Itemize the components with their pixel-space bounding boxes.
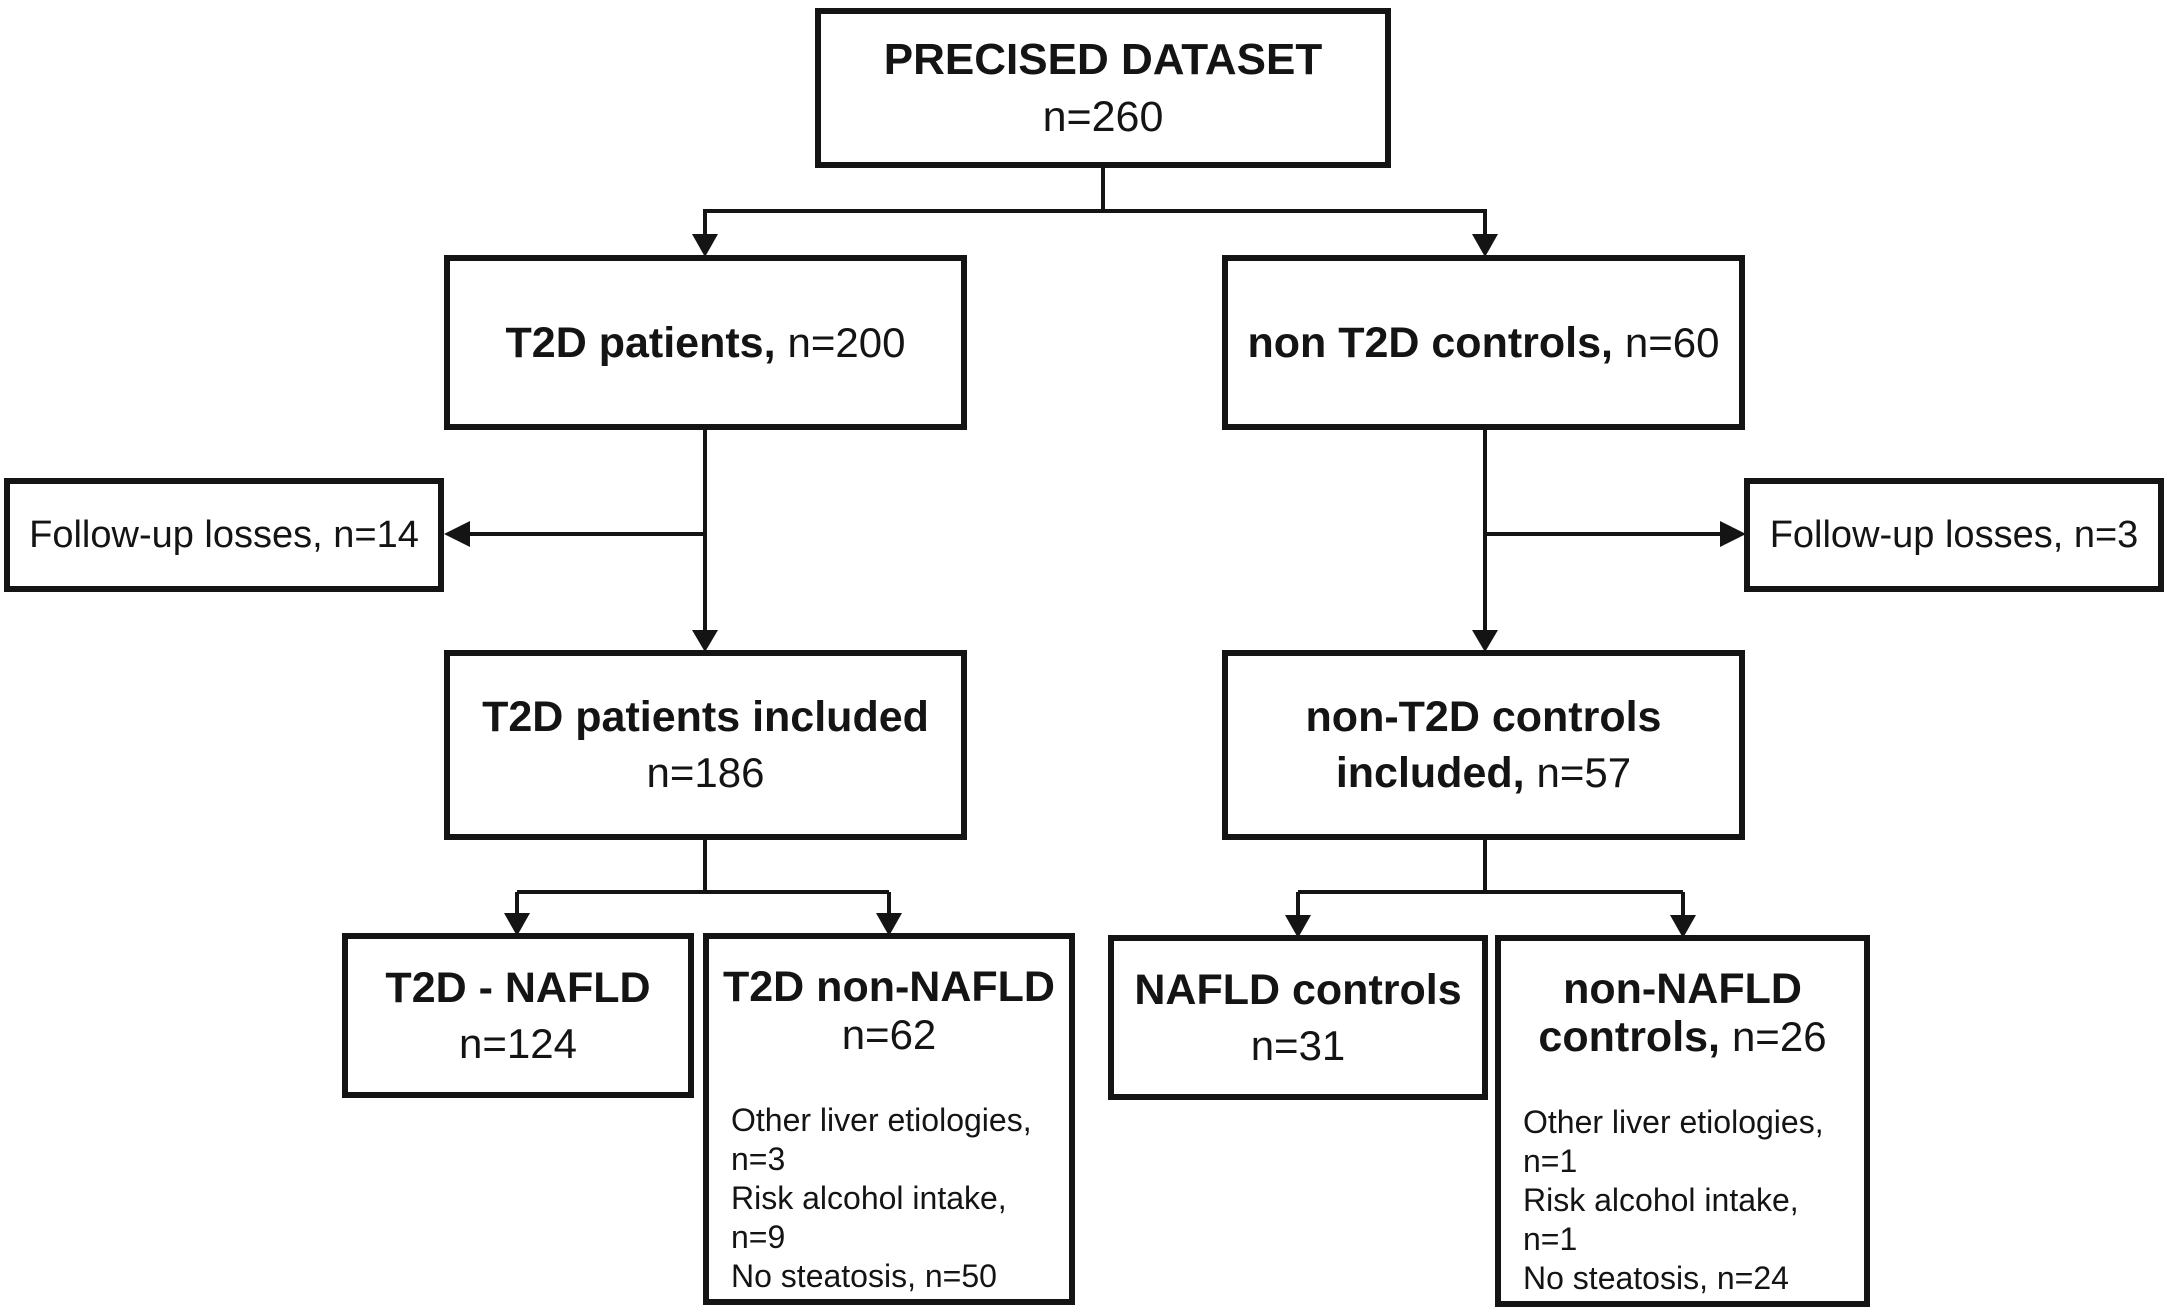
t2d-patients-included-n: n=186 <box>646 749 765 796</box>
left-fork-connector <box>504 840 902 936</box>
non-nafld-controls-n: n=26 <box>1731 1013 1827 1060</box>
non-t2d-controls-label: non T2D controls, n=60 <box>1247 315 1719 371</box>
precised-dataset-n: n=260 <box>1042 93 1164 141</box>
detail-line: n=1 <box>1523 1143 1578 1179</box>
non-t2d-controls-n: n=60 <box>1624 318 1720 366</box>
detail-line: n=1 <box>1523 1221 1578 1257</box>
detail-line: n=3 <box>731 1141 786 1177</box>
t2d-patients-n: n=200 <box>787 318 906 366</box>
detail-line: Risk alcohol intake, <box>1523 1182 1799 1218</box>
right-chain-connector <box>1472 430 1746 652</box>
detail-line: No steatosis, n=50 <box>731 1258 997 1294</box>
non-t2d-controls-title: non T2D controls, <box>1247 318 1613 367</box>
t2d-patients-title: T2D patients, <box>505 318 776 367</box>
left-chain-connector <box>444 430 718 652</box>
non-t2d-controls-included-box: non-T2D controls included, n=57 <box>1222 650 1745 840</box>
t2d-nafld-title: T2D - NAFLD <box>385 963 651 1012</box>
t2d-patients-included-box: T2D patients included n=186 <box>444 650 967 840</box>
non-nafld-controls-word: controls, <box>1538 1013 1720 1061</box>
t2d-patients-included-title: T2D patients included <box>482 693 929 741</box>
non-nafld-controls-box: non-NAFLD controls, n=26 Other liver eti… <box>1495 935 1870 1307</box>
followup-losses-left-box: Follow-up losses, n=14 <box>4 478 444 592</box>
detail-line: No steatosis, n=24 <box>1523 1260 1789 1296</box>
nafld-controls-n: n=31 <box>1250 1021 1346 1069</box>
non-t2d-controls-included-title2: included, n=57 <box>1336 745 1631 801</box>
nafld-controls-box: NAFLD controls n=31 <box>1108 935 1488 1100</box>
right-fork-connector <box>1285 840 1696 938</box>
t2d-non-nafld-n: n=62 <box>841 1011 937 1058</box>
followup-losses-right-label: Follow-up losses, n=3 <box>1769 514 2139 556</box>
t2d-patients-label: T2D patients, n=200 <box>506 315 906 371</box>
non-nafld-controls-title2: controls, n=26 <box>1538 1013 1826 1061</box>
precised-dataset-title: PRECISED DATASET <box>883 35 1323 84</box>
non-t2d-controls-included-n: n=57 <box>1536 749 1632 796</box>
detail-line: n=9 <box>731 1219 786 1255</box>
t2d-non-nafld-box: T2D non-NAFLD n=62 Other liver etiologie… <box>703 933 1075 1305</box>
precised-dataset-box: PRECISED DATASET n=260 <box>815 8 1391 168</box>
t2d-non-nafld-title: T2D non-NAFLD <box>723 963 1055 1011</box>
non-t2d-controls-included-title1: non-T2D controls <box>1305 693 1662 741</box>
non-t2d-controls-box: non T2D controls, n=60 <box>1222 255 1745 430</box>
followup-losses-left-label: Follow-up losses, n=14 <box>29 514 419 556</box>
non-t2d-controls-included-word: included, <box>1335 749 1525 797</box>
detail-line: Other liver etiologies, <box>731 1102 1032 1138</box>
detail-line: Risk alcohol intake, <box>731 1180 1007 1216</box>
detail-line: Other liver etiologies, <box>1523 1104 1824 1140</box>
nafld-controls-title: NAFLD controls <box>1134 965 1462 1014</box>
root-branch-connector <box>692 165 1498 257</box>
t2d-nafld-n: n=124 <box>459 1019 577 1067</box>
t2d-patients-box: T2D patients, n=200 <box>444 255 967 430</box>
t2d-nafld-box: T2D - NAFLD n=124 <box>342 933 694 1098</box>
t2d-non-nafld-details: Other liver etiologies, n=3 Risk alcohol… <box>709 1101 1069 1296</box>
non-nafld-controls-details: Other liver etiologies, n=1 Risk alcohol… <box>1501 1103 1864 1298</box>
followup-losses-right-box: Follow-up losses, n=3 <box>1744 478 2164 592</box>
non-nafld-controls-title1: non-NAFLD <box>1563 965 1802 1013</box>
